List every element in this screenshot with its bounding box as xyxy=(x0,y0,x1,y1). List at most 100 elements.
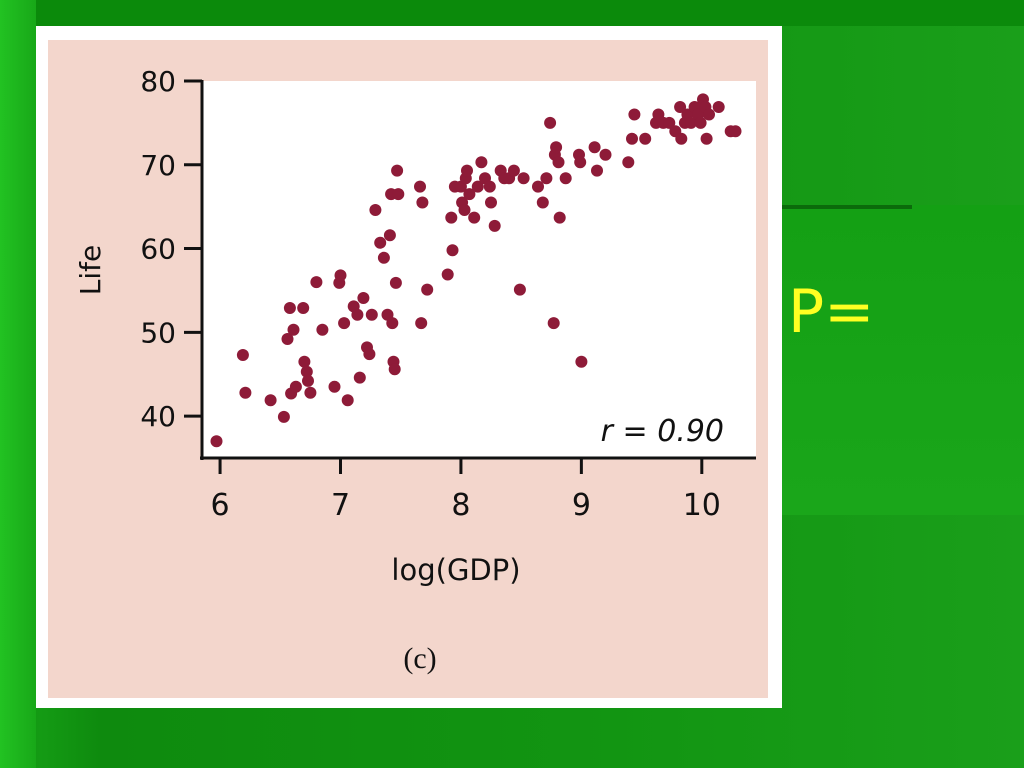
data-point-6 xyxy=(283,302,296,314)
data-point-4 xyxy=(277,410,290,423)
data-point-85 xyxy=(626,132,638,145)
x-tick-label-9: 9 xyxy=(572,488,591,523)
data-point-17 xyxy=(328,380,341,393)
data-point-47 xyxy=(446,244,459,257)
x-tick-label-8: 8 xyxy=(451,488,470,523)
data-point-44 xyxy=(421,283,434,296)
plot-area xyxy=(202,81,756,458)
data-point-25 xyxy=(357,292,370,304)
equation-text: P= xyxy=(788,277,875,347)
data-point-103 xyxy=(700,132,713,145)
figure-caption: (c) xyxy=(403,642,436,675)
background-band-right xyxy=(780,205,1024,515)
data-point-81 xyxy=(588,141,601,154)
data-point-97 xyxy=(685,116,697,129)
data-point-15 xyxy=(310,276,323,289)
data-point-3 xyxy=(264,394,277,407)
x-tick-label-10: 10 xyxy=(683,488,721,523)
data-point-37 xyxy=(388,363,401,376)
data-point-67 xyxy=(517,172,530,185)
data-point-65 xyxy=(507,164,520,177)
data-point-55 xyxy=(468,211,481,224)
data-point-80 xyxy=(575,355,588,368)
data-point-86 xyxy=(628,108,641,121)
data-point-68 xyxy=(532,180,544,193)
y-tick-label-80: 80 xyxy=(140,65,176,98)
data-point-74 xyxy=(550,141,563,154)
data-point-13 xyxy=(302,374,314,387)
data-point-46 xyxy=(445,211,458,224)
data-point-71 xyxy=(544,116,557,129)
x-axis-label: log(GDP) xyxy=(391,553,520,587)
data-point-76 xyxy=(553,211,566,224)
data-point-38 xyxy=(389,276,402,289)
data-point-9 xyxy=(289,380,302,393)
data-point-83 xyxy=(599,148,612,161)
data-point-30 xyxy=(374,236,387,249)
x-tick-label-6: 6 xyxy=(211,488,230,523)
data-point-27 xyxy=(363,348,376,361)
data-point-54 xyxy=(463,188,476,201)
data-point-0 xyxy=(210,435,223,448)
figure-panel: 40 50 60 70 80 6 7 8 9 10 Life log(GDP) r = 0.90… xyxy=(48,40,768,698)
data-point-33 xyxy=(383,229,396,242)
data-point-14 xyxy=(304,386,317,399)
data-point-16 xyxy=(316,323,329,336)
y-tick-label-50: 50 xyxy=(140,316,176,349)
data-point-69 xyxy=(536,196,549,209)
y-axis-ticks: 40 50 60 70 80 xyxy=(140,65,202,433)
data-point-23 xyxy=(351,308,364,321)
data-point-51 xyxy=(458,204,471,216)
data-points xyxy=(210,93,742,448)
data-point-43 xyxy=(416,196,429,209)
data-point-61 xyxy=(488,219,501,232)
data-point-72 xyxy=(547,317,560,330)
data-point-20 xyxy=(338,317,351,330)
background-accent-line xyxy=(780,205,912,209)
x-tick-label-7: 7 xyxy=(331,488,350,523)
data-point-87 xyxy=(639,132,652,145)
data-point-59 xyxy=(483,180,496,193)
data-point-10 xyxy=(297,302,310,314)
data-point-21 xyxy=(341,394,354,407)
data-point-45 xyxy=(441,268,454,281)
y-tick-label-70: 70 xyxy=(140,149,176,182)
data-point-77 xyxy=(559,172,572,185)
data-point-35 xyxy=(386,317,399,330)
data-point-41 xyxy=(414,180,426,193)
data-point-91 xyxy=(663,116,676,129)
x-axis-ticks: 6 7 8 9 10 xyxy=(211,458,721,523)
data-point-11 xyxy=(298,355,311,368)
data-point-1 xyxy=(236,349,249,361)
data-point-104 xyxy=(703,108,715,121)
data-point-107 xyxy=(729,125,742,138)
data-point-105 xyxy=(712,101,725,113)
y-tick-label-40: 40 xyxy=(140,400,176,433)
data-point-12 xyxy=(300,365,313,378)
data-point-70 xyxy=(540,172,553,185)
data-point-40 xyxy=(392,188,405,201)
data-point-57 xyxy=(475,156,488,169)
data-point-60 xyxy=(485,196,497,209)
data-point-2 xyxy=(239,386,252,399)
data-point-42 xyxy=(415,317,428,330)
data-point-75 xyxy=(552,156,565,169)
data-point-8 xyxy=(287,323,300,336)
background-band-top xyxy=(0,0,1024,26)
data-point-56 xyxy=(471,180,484,193)
y-axis-label: Life xyxy=(74,245,107,295)
data-point-28 xyxy=(365,308,378,321)
data-point-53 xyxy=(461,164,473,177)
data-point-84 xyxy=(622,156,635,169)
data-point-93 xyxy=(674,101,687,113)
data-point-94 xyxy=(675,132,688,145)
data-point-29 xyxy=(369,204,382,216)
data-point-79 xyxy=(574,156,587,169)
correlation-annotation: r = 0.90 xyxy=(601,414,724,449)
data-point-5 xyxy=(281,333,294,345)
data-point-82 xyxy=(591,164,603,177)
data-point-19 xyxy=(334,269,347,282)
background-band-left xyxy=(0,0,36,768)
data-point-24 xyxy=(353,371,366,384)
scatter-chart: 40 50 60 70 80 6 7 8 9 10 Life log(GDP) r = 0.90… xyxy=(74,65,756,675)
